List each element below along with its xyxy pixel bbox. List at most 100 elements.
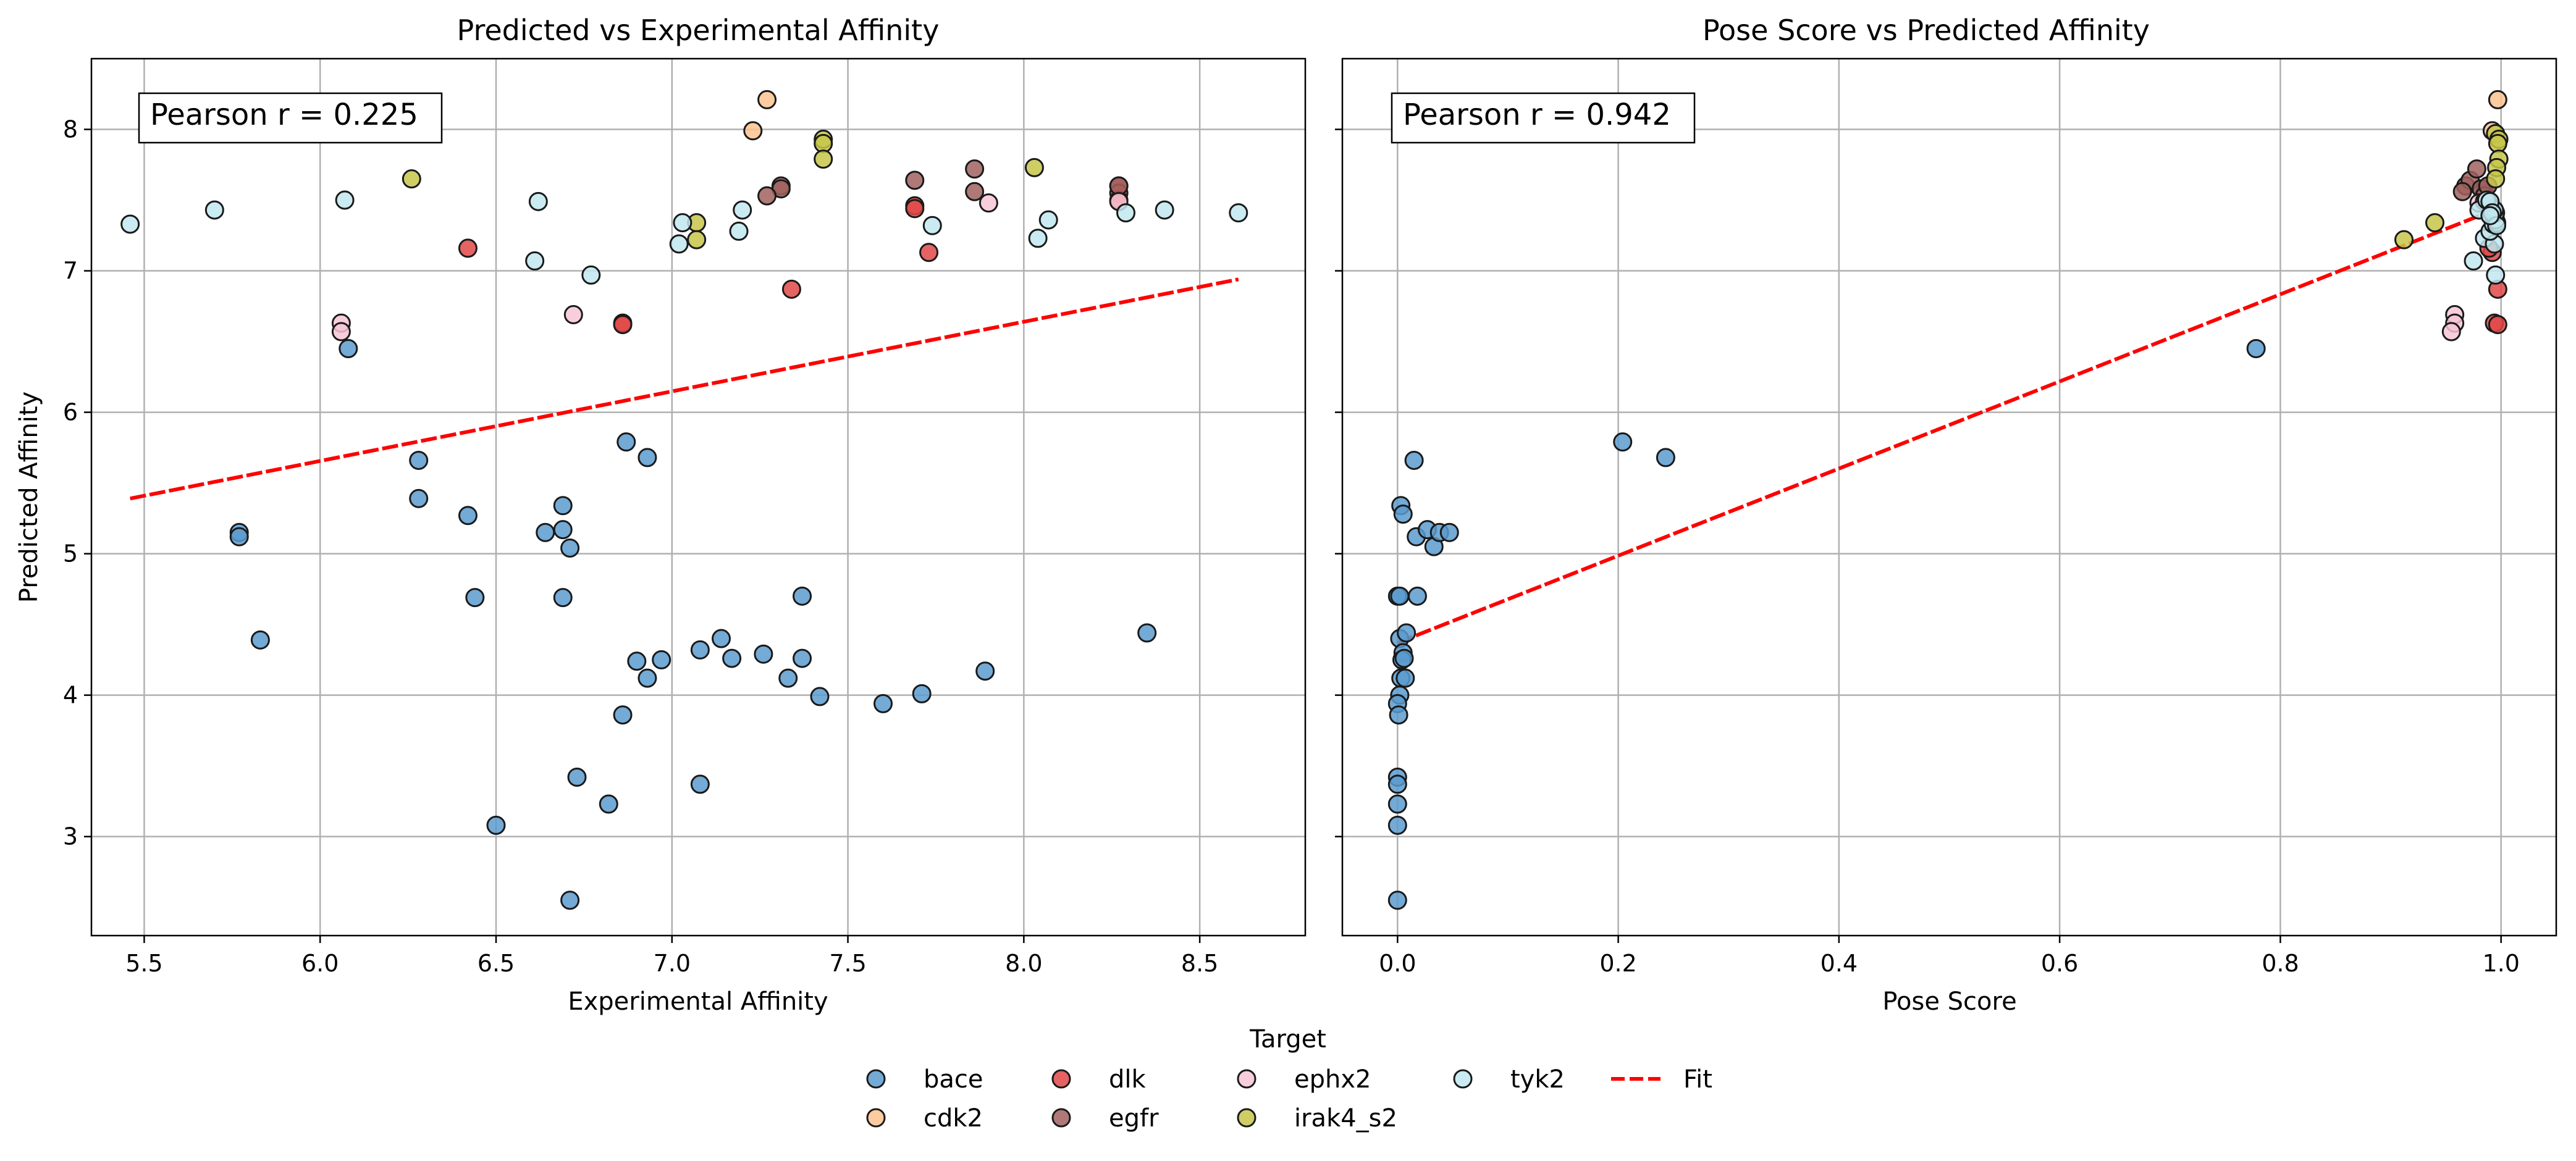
point-bace bbox=[712, 629, 731, 648]
point-bace bbox=[912, 684, 932, 703]
point-bace bbox=[1439, 522, 1459, 542]
point-bace bbox=[1389, 705, 1408, 725]
point-bace bbox=[810, 687, 830, 706]
legend-marker-egfr bbox=[1051, 1108, 1071, 1128]
fit-line-group bbox=[130, 277, 1239, 501]
plot-frame bbox=[90, 57, 1307, 937]
point-bace bbox=[553, 496, 573, 516]
legend-label: cdk2 bbox=[924, 1104, 983, 1133]
point-dlk bbox=[2488, 315, 2507, 335]
grid bbox=[91, 59, 1305, 936]
fit-line-group bbox=[1397, 205, 2502, 645]
panel-title: Pose Score vs Predicted Affinity bbox=[1703, 14, 2150, 47]
point-egfr bbox=[965, 182, 985, 201]
point-bace bbox=[638, 448, 657, 467]
y-axis-label: Predicted Affinity bbox=[15, 392, 43, 603]
point-bace bbox=[1613, 432, 1633, 452]
point-bace bbox=[1397, 623, 1416, 643]
annotation-text: Pearson r = 0.942 bbox=[1403, 98, 1671, 132]
point-egfr bbox=[2467, 159, 2486, 179]
legend-label: irak4_s2 bbox=[1294, 1104, 1397, 1133]
legend: Target bace cdk2 dlk egfr ephx2 irak4_s2 tyk2 F… bbox=[866, 1025, 1712, 1133]
point-bace bbox=[1387, 774, 1407, 794]
point-ephx2 bbox=[563, 305, 583, 325]
point-irak4_s2 bbox=[1024, 157, 1044, 177]
point-dlk bbox=[781, 279, 801, 299]
point-bace bbox=[638, 668, 657, 688]
point-tyk2 bbox=[581, 265, 601, 285]
x-tick-label: 0.2 bbox=[1599, 950, 1636, 977]
point-tyk2 bbox=[1116, 203, 1136, 223]
panel-title: Predicted vs Experimental Affinity bbox=[457, 14, 940, 47]
point-irak4_s2 bbox=[687, 230, 707, 249]
x-tick-label: 6.0 bbox=[301, 950, 339, 977]
x-tick-label: 7.0 bbox=[654, 950, 691, 977]
point-tyk2 bbox=[525, 251, 545, 271]
point-bace bbox=[1390, 586, 1410, 606]
x-tick-label: 0.8 bbox=[2262, 950, 2299, 977]
panel-experimental-vs-predicted: Predicted vs Experimental Affinity 5.5 6.… bbox=[15, 14, 1307, 1016]
point-egfr bbox=[2452, 182, 2472, 201]
point-irak4_s2 bbox=[814, 149, 833, 169]
point-bace bbox=[1387, 794, 1407, 814]
point-bace bbox=[1656, 448, 1675, 467]
point-bace bbox=[409, 450, 429, 470]
point-bace bbox=[1137, 623, 1157, 643]
point-ephx2 bbox=[979, 193, 998, 213]
legend-title: Target bbox=[1249, 1025, 1326, 1054]
point-tyk2 bbox=[2480, 206, 2500, 225]
point-bace bbox=[458, 506, 478, 526]
point-bace bbox=[465, 588, 485, 608]
point-cdk2 bbox=[743, 121, 763, 141]
annotation-box bbox=[1391, 92, 1696, 144]
point-bace bbox=[1387, 815, 1407, 835]
y-tick-label: 6 bbox=[63, 399, 78, 426]
point-tyk2 bbox=[673, 213, 692, 233]
point-cdk2 bbox=[757, 90, 777, 109]
point-bace bbox=[409, 488, 429, 508]
point-tyk2 bbox=[528, 191, 548, 211]
point-bace bbox=[599, 794, 618, 814]
point-tyk2 bbox=[204, 200, 224, 220]
legend-label: egfr bbox=[1109, 1104, 1159, 1133]
annotation-box bbox=[138, 92, 443, 144]
point-bace bbox=[560, 891, 580, 910]
pearson-annotation: Pearson r = 0.942 bbox=[1391, 92, 1696, 144]
point-egfr bbox=[757, 186, 777, 206]
legend-label: dlk bbox=[1109, 1065, 1147, 1094]
points bbox=[1387, 90, 2509, 910]
point-bace bbox=[486, 815, 506, 835]
point-bace bbox=[229, 527, 249, 547]
point-bace bbox=[1395, 668, 1415, 688]
x-tick-label: 8.5 bbox=[1181, 950, 1218, 977]
x-axis-label: Pose Score bbox=[1882, 987, 2016, 1016]
x-tick-label: 6.5 bbox=[478, 950, 515, 977]
legend-label: tyk2 bbox=[1510, 1065, 1565, 1094]
point-bace bbox=[627, 652, 647, 671]
point-bace bbox=[1393, 504, 1413, 524]
point-egfr bbox=[965, 159, 985, 179]
x-tick-label: 0.6 bbox=[2041, 950, 2078, 977]
point-bace bbox=[617, 432, 636, 452]
x-tick-label: 0.4 bbox=[1820, 950, 1858, 977]
ticks: 5.5 6.0 6.5 7.0 7.5 8.0 8.5 3 4 5 6 7 8 bbox=[63, 116, 1219, 977]
point-bace bbox=[1404, 450, 1424, 470]
legend-marker-cdk2 bbox=[866, 1108, 886, 1128]
point-tyk2 bbox=[1038, 210, 1058, 230]
point-tyk2 bbox=[1229, 203, 1248, 223]
legend-marker-bace bbox=[866, 1069, 886, 1089]
point-bace bbox=[250, 630, 270, 650]
point-tyk2 bbox=[729, 221, 749, 241]
point-bace bbox=[1394, 648, 1414, 668]
legend-label: Fit bbox=[1683, 1065, 1712, 1094]
legend-marker-dlk bbox=[1051, 1069, 1071, 1089]
point-cdk2 bbox=[2488, 90, 2507, 109]
point-bace bbox=[975, 661, 995, 681]
plot-frame bbox=[1341, 57, 2557, 937]
point-bace bbox=[690, 640, 710, 660]
x-axis-label: Experimental Affinity bbox=[568, 987, 828, 1016]
point-irak4_s2 bbox=[2486, 169, 2506, 189]
point-egfr bbox=[905, 170, 925, 190]
